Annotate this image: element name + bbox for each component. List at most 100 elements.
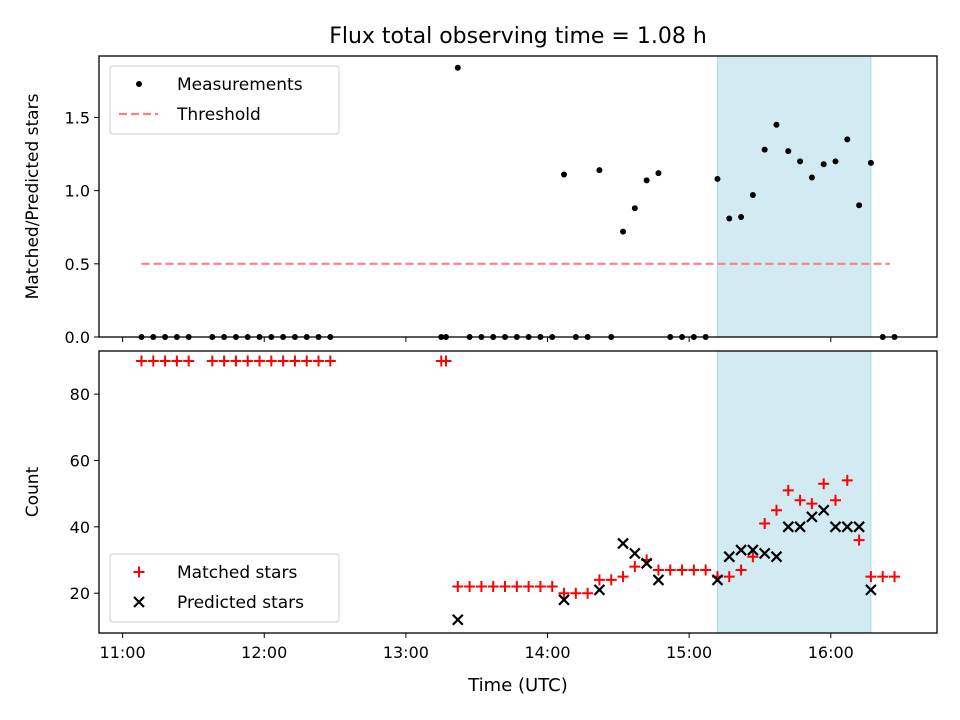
data-point [454, 64, 461, 71]
data-point [773, 121, 780, 128]
data-point [655, 170, 662, 177]
data-point [841, 521, 854, 533]
data-point [582, 587, 594, 599]
data-point [301, 355, 313, 367]
data-point [747, 551, 759, 563]
data-point [206, 355, 218, 367]
x-tick-label: 12:00 [241, 643, 287, 662]
data-point [620, 228, 627, 235]
top-panel: 0.0 0.5 1.0 1.5 Matched/Predicted stars Measu… [23, 55, 938, 347]
legend-label: Threshold [176, 105, 261, 125]
data-point [596, 167, 603, 174]
plot-frame [98, 350, 938, 634]
data-point [829, 494, 841, 506]
series-predicted-stars [452, 504, 877, 626]
data-point [770, 504, 782, 516]
data-point [511, 581, 523, 593]
data-point [135, 355, 147, 367]
data-point [464, 581, 476, 593]
data-point [877, 571, 889, 583]
data-point [652, 564, 664, 576]
data-point [652, 574, 665, 586]
data-point [820, 161, 827, 168]
data-point [593, 574, 605, 586]
x-tick-label: 14:00 [524, 643, 570, 662]
data-point [664, 564, 676, 576]
data-point [617, 571, 629, 583]
chart-title: Flux total observing time = 1.08 h [329, 24, 707, 49]
data-point [631, 205, 638, 212]
y-tick-label: 0.0 [65, 328, 90, 347]
x-tick-label: 13:00 [383, 643, 429, 662]
data-point [723, 571, 735, 583]
data-point [794, 494, 806, 506]
data-point [829, 521, 842, 533]
data-point [475, 581, 487, 593]
x-tick-label: 11:00 [100, 643, 146, 662]
legend: Matched stars Predicted stars [109, 553, 340, 623]
x-tick-label: 16:00 [808, 643, 854, 662]
data-point [844, 136, 851, 143]
data-point [735, 564, 747, 576]
data-point [865, 571, 877, 583]
data-point [806, 511, 818, 523]
data-point [605, 574, 617, 586]
data-point [726, 215, 733, 222]
highlight-span [716, 55, 872, 338]
data-point [147, 355, 159, 367]
data-point [558, 587, 570, 599]
data-point [534, 581, 546, 593]
data-point [723, 550, 736, 563]
data-point [629, 547, 641, 560]
data-point [643, 177, 650, 184]
data-point [676, 564, 688, 576]
x-axis-label: Time (UTC) [467, 675, 568, 696]
legend-label: Matched stars [177, 563, 297, 583]
data-point [817, 504, 830, 517]
data-point [761, 146, 768, 153]
data-point [867, 159, 874, 166]
data-point [758, 547, 771, 560]
data-point [440, 355, 452, 367]
y-tick-label: 40 [70, 518, 90, 537]
data-point [759, 518, 771, 530]
data-point [700, 564, 712, 576]
data-point [853, 534, 865, 546]
legend: Measurements Threshold [109, 65, 340, 135]
y-axis-label: Count [23, 466, 43, 517]
data-point [853, 521, 865, 533]
data-point [640, 557, 653, 570]
data-point [254, 355, 266, 367]
y-axis-label: Matched/Predicted stars [23, 93, 43, 299]
data-point [735, 544, 747, 556]
data-point [865, 584, 877, 596]
data-point [452, 613, 464, 626]
data-point [218, 355, 230, 367]
legend-box [109, 553, 340, 623]
data-point [832, 158, 839, 165]
data-point [289, 355, 301, 367]
data-point [593, 584, 606, 596]
data-point [570, 587, 582, 599]
data-point [452, 581, 464, 593]
data-point [714, 175, 721, 182]
data-point [688, 564, 700, 576]
data-point [738, 213, 745, 220]
data-point [856, 202, 863, 209]
legend-box [109, 65, 340, 135]
x-tick-label: 15:00 [666, 643, 712, 662]
legend-marker [133, 566, 145, 578]
plot-frame [98, 55, 938, 338]
data-point [499, 581, 511, 593]
y-tick-label: 60 [70, 451, 90, 470]
data-point [159, 355, 171, 367]
data-point [561, 171, 568, 178]
data-point [889, 571, 901, 583]
y-tick-label: 1.0 [65, 182, 90, 201]
data-point [313, 355, 325, 367]
legend-label: Predicted stars [177, 593, 304, 613]
data-point [782, 521, 795, 533]
data-point [749, 192, 756, 199]
data-point [629, 561, 641, 573]
